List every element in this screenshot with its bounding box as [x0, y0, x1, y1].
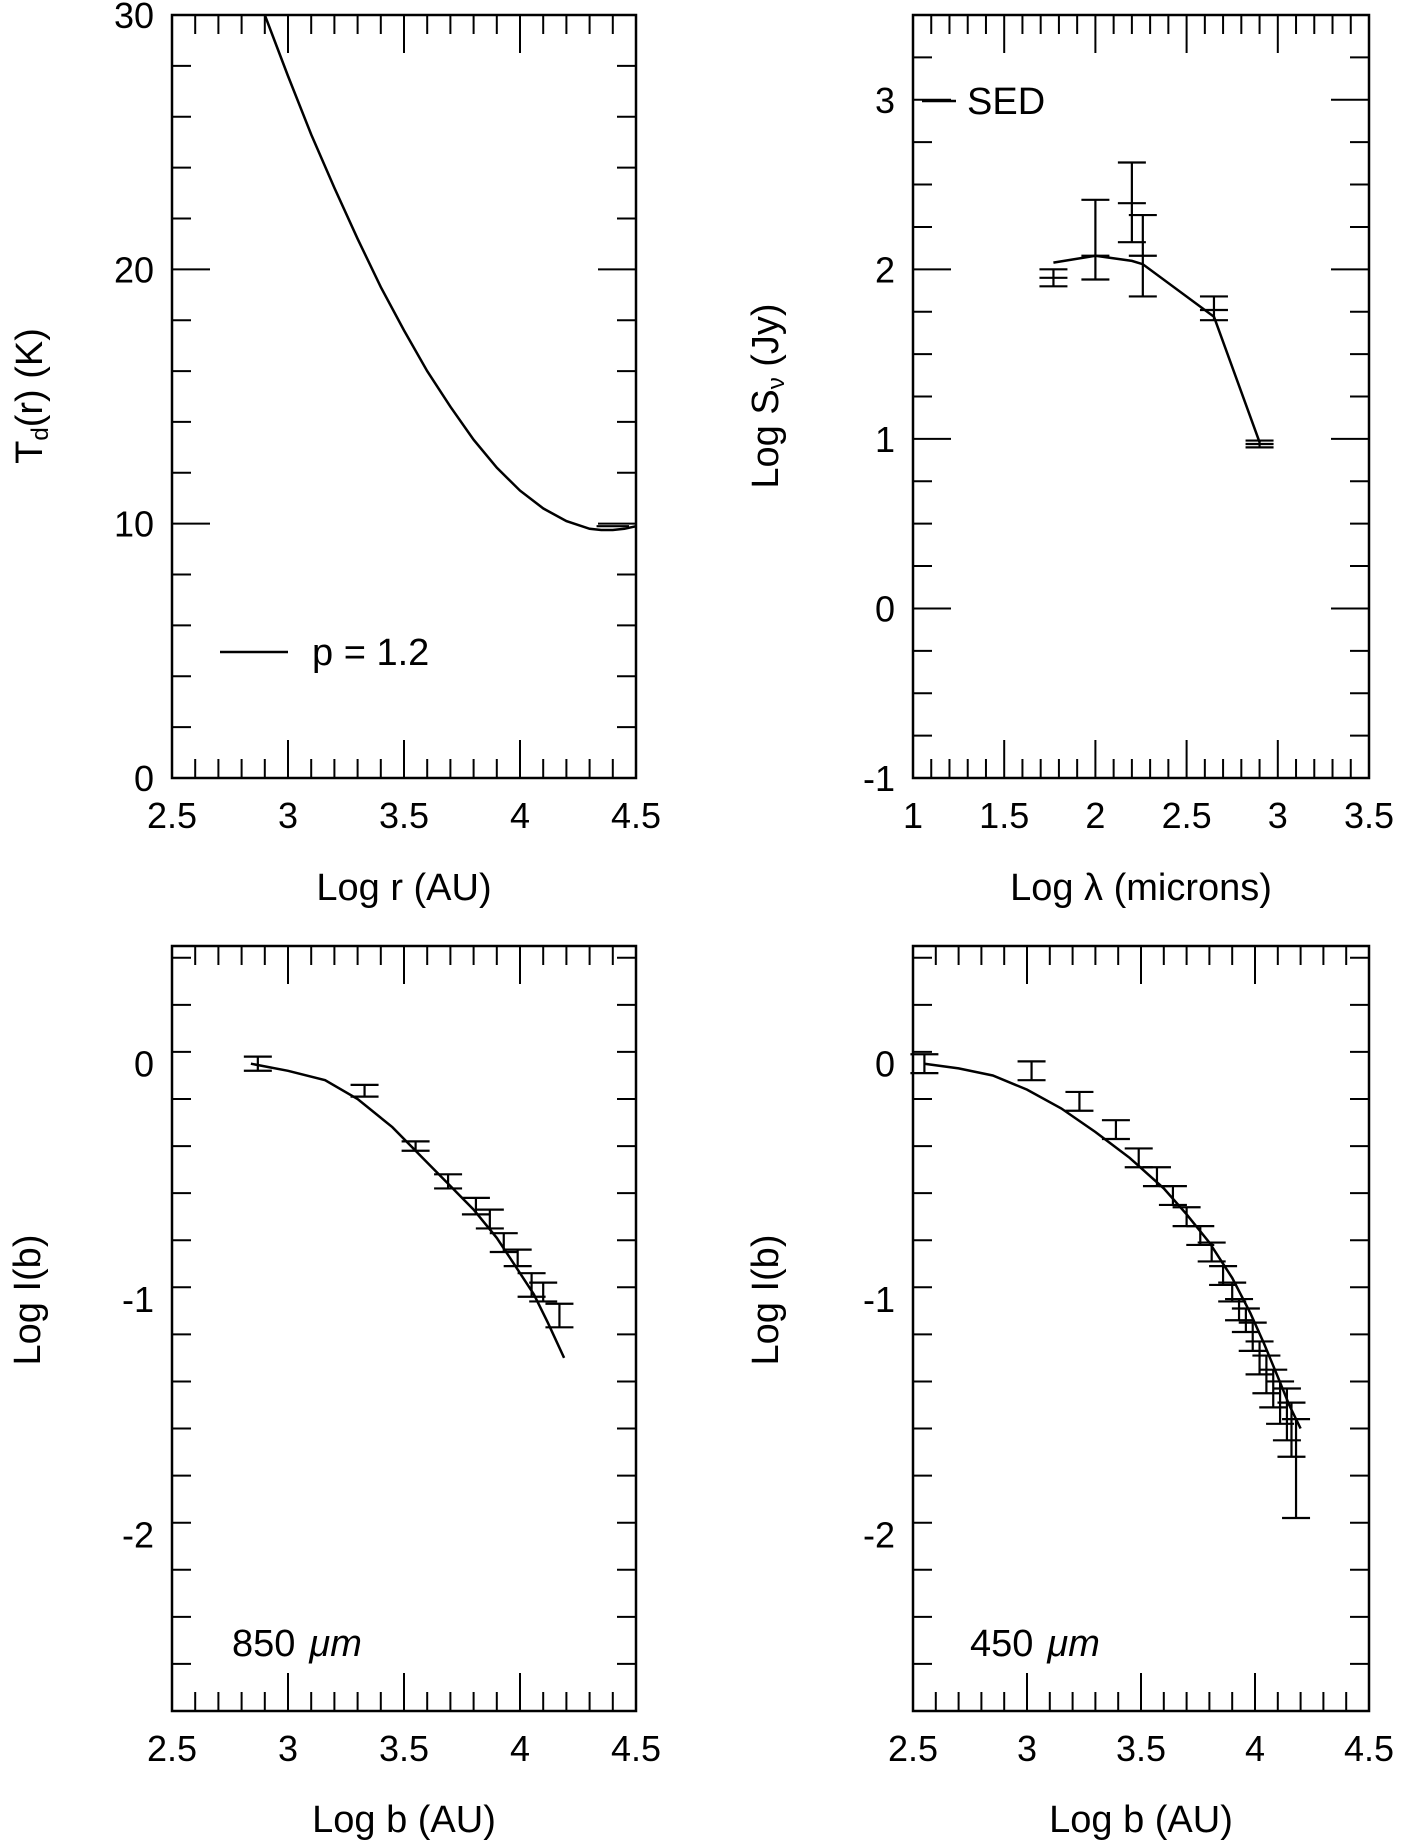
wavelength-annotation: 450 μm: [970, 1623, 1100, 1665]
y-axis-label-sub: ν: [763, 377, 790, 389]
x-tick-label: 3: [1268, 795, 1288, 836]
y-tick-label: 10: [114, 504, 154, 545]
x-tick-label: 1.5: [979, 795, 1029, 836]
wavelength-unit: μm: [308, 1623, 361, 1665]
y-axis-label: Log I(b): [745, 1235, 787, 1366]
y-tick-labels: 0 10 20 30: [114, 0, 154, 799]
x-tick-label: 3.5: [1344, 795, 1394, 836]
x-tick-label: 2: [1085, 795, 1105, 836]
x-tick-label: 4.5: [611, 795, 661, 836]
y-tick-label: -1: [863, 1279, 895, 1320]
y-tick-label: 30: [114, 0, 154, 36]
x-tick-label: 2.5: [1162, 795, 1212, 836]
x-axis-label: Log b (AU): [1049, 1799, 1233, 1841]
x-tick-label: 3: [278, 795, 298, 836]
y-tick-label: 0: [134, 1044, 154, 1085]
y-axis-label: Log I(b): [7, 1235, 49, 1366]
x-tick-label: 4.5: [611, 1728, 661, 1769]
panel-intensity-850: 2.5 3 3.5 4 4.5 -2 -1 0 850 μm Log b (AU) Log I…: [7, 944, 661, 1841]
axis-ticks: [912, 946, 1370, 1712]
x-tick-label: 3: [278, 1728, 298, 1769]
x-tick-labels: 2.5 3 3.5 4 4.5: [147, 795, 661, 836]
plot-curves: [924, 1062, 1302, 1430]
x-axis-label-symbol: λ: [1084, 867, 1103, 909]
y-tick-label: -1: [863, 758, 895, 799]
x-tick-label: 4: [1245, 1728, 1265, 1769]
y-tick-label: 0: [875, 1044, 895, 1085]
x-tick-label: 3.5: [379, 795, 429, 836]
y-tick-labels: -2 -1 0: [122, 1044, 154, 1556]
x-tick-labels: 2.5 3 3.5 4 4.5: [888, 1728, 1394, 1769]
plot-curves: [263, 14, 637, 532]
wavelength-value: 450: [970, 1623, 1033, 1665]
x-tick-label: 3: [1017, 1728, 1037, 1769]
panel-intensity-450: 2.5 3 3.5 4 4.5 -2 -1 0 450 μm Log b (AU) Log I…: [745, 944, 1394, 1841]
y-axis-label-main: T: [9, 441, 51, 464]
y-axis-label-rest: (r) (K): [9, 328, 51, 427]
y-tick-labels: -1 0 1 2 3: [863, 80, 895, 799]
x-tick-label: 1: [903, 795, 923, 836]
plot-curves: [250, 1062, 566, 1359]
y-axis-label-rest: (Jy): [745, 303, 787, 377]
wavelength-unit: μm: [1046, 1623, 1099, 1665]
y-tick-label: 1: [875, 419, 895, 460]
y-tick-labels: -2 -1 0: [863, 1044, 895, 1556]
x-tick-labels: 2.5 3 3.5 4 4.5: [147, 1728, 661, 1769]
series-line: [1053, 254, 1261, 443]
y-tick-label: 20: [114, 249, 154, 290]
x-tick-label: 4: [510, 795, 530, 836]
axis-ticks: [171, 14, 637, 779]
y-axis-label: Td(r) (K): [9, 328, 54, 464]
y-axis-label: Log Sν (Jy): [745, 303, 790, 488]
series-line: [924, 1062, 1302, 1430]
x-tick-label: 3.5: [379, 1728, 429, 1769]
axis-ticks: [171, 946, 637, 1712]
error-bars: [243, 1055, 574, 1329]
y-tick-label: 2: [875, 249, 895, 290]
error-bars: [910, 1053, 1311, 1520]
y-tick-label: 0: [134, 758, 154, 799]
y-tick-label: 0: [875, 588, 895, 629]
x-axis-label: Log λ (microns): [1010, 867, 1272, 909]
legend-label: p = 1.2: [312, 632, 429, 674]
x-tick-label: 4: [510, 1728, 530, 1769]
y-tick-label: -2: [122, 1514, 154, 1555]
y-tick-label: -1: [122, 1279, 154, 1320]
wavelength-value: 850: [232, 1623, 295, 1665]
x-tick-label: 2.5: [888, 1728, 938, 1769]
legend-label: SED: [967, 81, 1045, 123]
plot-frame: [911, 13, 1371, 780]
y-tick-label: -2: [863, 1514, 895, 1555]
x-axis-label: Log r (AU): [316, 867, 491, 909]
x-tick-label: 2.5: [147, 795, 197, 836]
x-tick-label: 2.5: [147, 1728, 197, 1769]
x-tick-label: 4.5: [1344, 1728, 1394, 1769]
panel-dust-temperature: 2.5 3 3.5 4 4.5 0 10 20 30 p = 1.2 Log r (AU) T…: [9, 0, 661, 909]
y-axis-label-sub: d: [27, 427, 54, 440]
plot-curves: [1053, 254, 1261, 443]
plot-frame: [911, 944, 1371, 1713]
x-axis-label: Log b (AU): [312, 1799, 496, 1841]
x-tick-label: 3.5: [1116, 1728, 1166, 1769]
plot-frame: [170, 944, 638, 1713]
x-tick-labels: 1 1.5 2 2.5 3 3.5: [903, 795, 1394, 836]
series-line: [263, 14, 637, 532]
series-line: [250, 1062, 566, 1359]
error-bars: [1039, 161, 1274, 449]
wavelength-annotation: 850 μm: [232, 1623, 362, 1665]
x-axis-label-pre: Log: [1010, 867, 1084, 909]
y-tick-label: 3: [875, 80, 895, 121]
axis-ticks: [912, 14, 1370, 779]
x-axis-label-post: (microns): [1103, 867, 1272, 909]
y-axis-label-main: Log S: [745, 389, 787, 488]
